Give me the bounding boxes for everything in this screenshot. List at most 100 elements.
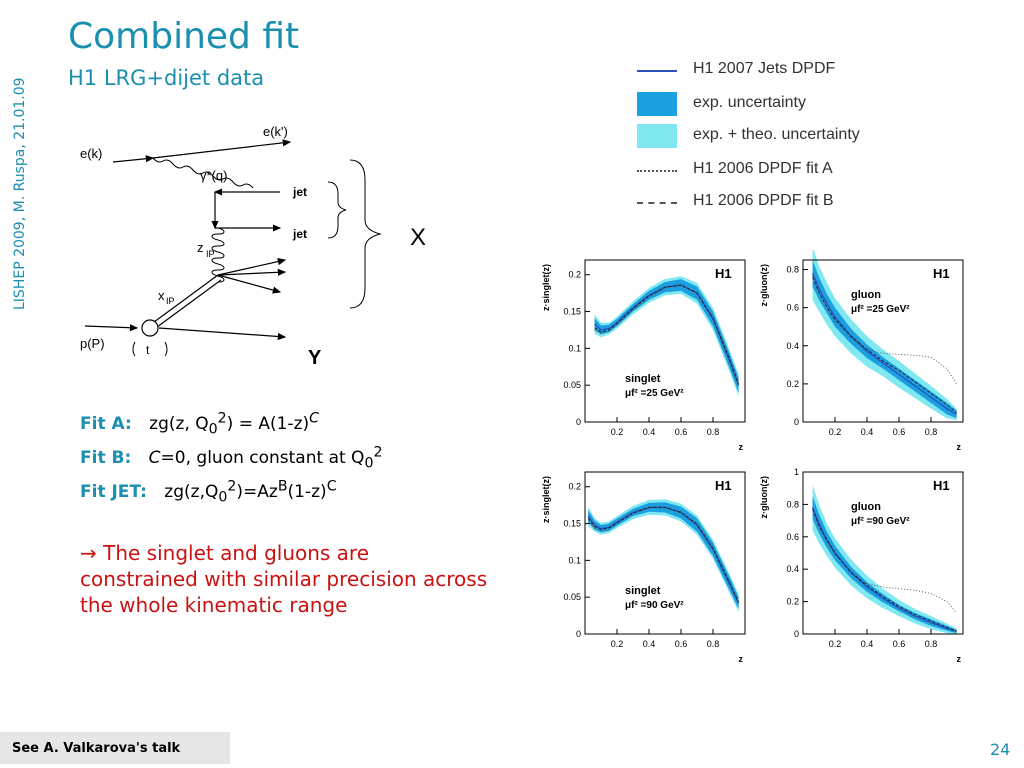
y-axis-label: z·singlet(z) bbox=[541, 476, 551, 523]
jets-bracket bbox=[327, 181, 347, 239]
exp-uncertainty-band bbox=[812, 260, 957, 419]
y-tick-label: 0.2 bbox=[786, 597, 799, 607]
panel-label: gluon bbox=[851, 289, 881, 301]
label-Y: Y bbox=[308, 347, 322, 369]
x-tick-label: 0.2 bbox=[829, 427, 842, 437]
fit-b-formula: C=0, gluon constant at Q02 bbox=[148, 444, 383, 472]
label-t: t bbox=[146, 343, 150, 357]
x-axis-label: z bbox=[739, 654, 744, 664]
y-tick-label: 0 bbox=[794, 417, 799, 427]
x-tick-label: 0.8 bbox=[925, 427, 938, 437]
legend-label: H1 2006 DPDF fit B bbox=[693, 192, 834, 209]
x-tick-label: 0.8 bbox=[707, 639, 720, 649]
y-tick-label: 0 bbox=[576, 629, 581, 639]
fit-b-line bbox=[587, 506, 740, 603]
fit-a-line: Fit A: zg(z, Q02) = A(1-z)C bbox=[80, 410, 320, 438]
panel-label: singlet bbox=[625, 585, 661, 597]
fit-b-line bbox=[594, 284, 740, 385]
x-tick-label: 0.4 bbox=[861, 639, 874, 649]
y-tick-label: 0 bbox=[576, 417, 581, 427]
x-tick-label: 0.2 bbox=[611, 427, 624, 437]
y-tick-label: 0.05 bbox=[563, 380, 581, 390]
x-tick-label: 0.2 bbox=[611, 639, 624, 649]
h1-tag: H1 bbox=[715, 478, 732, 493]
pdf-charts: 0.2 0.4 0.6 0.8 0 0.05 0.1 0.15 0.2 z z·singlet(z)… bbox=[541, 250, 964, 664]
slide-title: Combined fit bbox=[68, 16, 300, 57]
y-tick-label: 0.8 bbox=[786, 265, 799, 275]
electron-in-line bbox=[112, 155, 155, 163]
panel-label: gluon bbox=[851, 501, 881, 513]
feynman-diagram: e(k) e(k') γ*(q) jet jet z IP x IP p(P) … bbox=[80, 124, 426, 369]
exp-uncertainty-band bbox=[594, 279, 739, 393]
label-proton: p(P) bbox=[80, 336, 105, 351]
legend-swatch bbox=[637, 124, 677, 148]
label-jet2: jet bbox=[292, 227, 307, 241]
plot-frame bbox=[802, 259, 964, 423]
label-jet1: jet bbox=[292, 185, 307, 199]
proton-in-line bbox=[84, 324, 139, 332]
x-tick-label: 0.6 bbox=[893, 639, 906, 649]
plot-frame bbox=[802, 471, 964, 635]
label-photon: γ*(q) bbox=[200, 168, 227, 183]
chart-panel-gluon-90: 0.2 0.4 0.6 0.8 0 0.2 0.4 0.6 0.8 1 z z·gluon(z) H1 g… bbox=[759, 467, 964, 664]
panel-label: singlet bbox=[625, 373, 661, 385]
gluon-coil bbox=[211, 227, 225, 283]
fit-a-line bbox=[812, 509, 957, 614]
y-tick-label: 0.2 bbox=[568, 482, 581, 492]
legend-swatch bbox=[637, 170, 677, 172]
legend-label: H1 2006 DPDF fit A bbox=[693, 160, 833, 177]
x-tick-label: 0.8 bbox=[925, 639, 938, 649]
x-tick-label: 0.6 bbox=[675, 427, 688, 437]
legend-label: exp. uncertainty bbox=[693, 94, 806, 111]
legend-swatch bbox=[637, 92, 677, 116]
y-tick-label: 0.1 bbox=[568, 555, 581, 565]
footer-box bbox=[0, 732, 230, 764]
footer-reference: See A. Valkarova's talk bbox=[12, 741, 181, 756]
svg-text:IP: IP bbox=[206, 249, 215, 259]
slide-subtitle: H1 LRG+dijet data bbox=[68, 66, 265, 90]
y-tick-label: 1 bbox=[794, 467, 799, 477]
proton-vertex bbox=[141, 319, 159, 337]
electron-out-line bbox=[152, 139, 292, 159]
fit-a-line bbox=[812, 275, 958, 385]
x-tick-label: 0.2 bbox=[829, 639, 842, 649]
x-tick-label: 0.4 bbox=[643, 427, 656, 437]
h1-tag: H1 bbox=[933, 266, 950, 281]
x-tick-label: 0.4 bbox=[861, 427, 874, 437]
x-axis-label: z bbox=[957, 654, 962, 664]
chart-panel-gluon-25: 0.2 0.4 0.6 0.8 0 0.2 0.4 0.6 0.8 z z·gluon(z) H1 gl… bbox=[759, 250, 964, 452]
legend-swatch bbox=[637, 70, 677, 72]
fit-a-line bbox=[594, 285, 740, 384]
x-axis-label: z bbox=[739, 442, 744, 452]
label-zP: z bbox=[197, 240, 204, 255]
total-uncertainty-band bbox=[812, 484, 957, 635]
x-tick-label: 0.6 bbox=[675, 639, 688, 649]
y-tick-label: 0.15 bbox=[563, 307, 581, 317]
legend-swatch bbox=[637, 202, 677, 204]
y-tick-label: 0 bbox=[794, 629, 799, 639]
legend-label: exp. + theo. uncertainty bbox=[693, 126, 860, 143]
panel-scale-label: μf² =25 GeV² bbox=[625, 388, 684, 399]
photon-line bbox=[152, 157, 254, 189]
pomeron-line bbox=[149, 274, 219, 326]
x-axis-label: z bbox=[957, 442, 962, 452]
x-bracket bbox=[349, 159, 382, 309]
panel-scale-label: μf² =25 GeV² bbox=[851, 304, 910, 315]
y-axis-label: z·gluon(z) bbox=[759, 476, 769, 518]
fit-b-line bbox=[812, 276, 957, 413]
label-e-out: e(k') bbox=[263, 124, 288, 139]
label-e-in: e(k) bbox=[80, 146, 102, 161]
plot-frame bbox=[584, 259, 746, 423]
h1-tag: H1 bbox=[933, 478, 950, 493]
y-tick-label: 0.2 bbox=[786, 379, 799, 389]
y-tick-label: 0.6 bbox=[786, 303, 799, 313]
proton-out-line bbox=[158, 327, 287, 341]
y-tick-label: 0.2 bbox=[568, 270, 581, 280]
x-tick-label: 0.8 bbox=[707, 427, 720, 437]
conclusion-text: → The singlet and gluons are constrained… bbox=[80, 541, 488, 617]
h1-tag: H1 bbox=[715, 266, 732, 281]
panel-scale-label: μf² =90 GeV² bbox=[851, 516, 910, 527]
exp-uncertainty-band bbox=[812, 496, 957, 634]
y-tick-label: 0.6 bbox=[786, 532, 799, 542]
panel-scale-label: μf² =90 GeV² bbox=[625, 600, 684, 611]
